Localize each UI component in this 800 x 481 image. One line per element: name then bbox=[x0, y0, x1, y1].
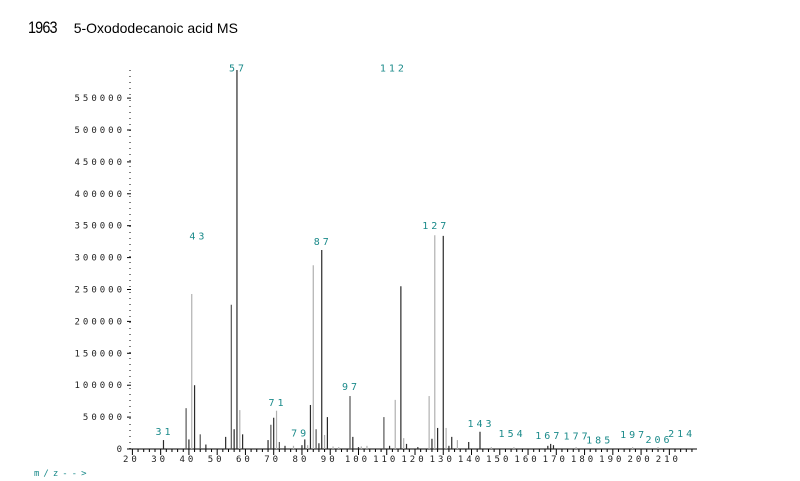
x-tick-label: 50 bbox=[208, 455, 225, 465]
chart-title: 1963 5-Oxododecanoic acid MS bbox=[28, 18, 238, 38]
x-tick-label: 150 bbox=[486, 455, 511, 465]
peak-label: 197 bbox=[620, 430, 647, 441]
x-tick-label: 100 bbox=[345, 455, 370, 465]
peak-label: 154 bbox=[499, 429, 526, 440]
y-tick-label: 400000 bbox=[74, 190, 125, 200]
peak-label: 177 bbox=[564, 432, 591, 443]
peak-label: 127 bbox=[422, 221, 449, 232]
x-tick-label: 120 bbox=[401, 455, 426, 465]
x-axis-label: m/z--> bbox=[34, 469, 91, 479]
x-tick-label: 110 bbox=[373, 455, 398, 465]
y-tick-label: 150000 bbox=[74, 349, 125, 359]
peak-label: 57 bbox=[229, 64, 247, 75]
y-tick-label: 300000 bbox=[74, 254, 125, 264]
x-tick-label: 200 bbox=[627, 455, 652, 465]
peak-label: 71 bbox=[269, 398, 287, 409]
peak-label: 143 bbox=[467, 419, 494, 430]
peak-label: 185 bbox=[586, 436, 613, 447]
peak-label: 97 bbox=[342, 382, 360, 393]
peak-label: 112 bbox=[380, 64, 407, 75]
peak-label: 206 bbox=[646, 435, 673, 446]
y-tick-label: 350000 bbox=[74, 222, 125, 232]
y-tick-label: 0 bbox=[117, 445, 125, 455]
x-tick-label: 180 bbox=[571, 455, 596, 465]
spectrum-title: 5-Oxododecanoic acid MS bbox=[73, 20, 238, 36]
x-tick-label: 20 bbox=[123, 455, 140, 465]
x-tick-label: 190 bbox=[599, 455, 624, 465]
y-tick-label: 100000 bbox=[74, 381, 125, 391]
peak-label: 214 bbox=[668, 429, 695, 440]
peak-label: 43 bbox=[189, 231, 207, 242]
y-tick-label: 50000 bbox=[83, 413, 125, 423]
x-tick-label: 80 bbox=[293, 455, 310, 465]
x-tick-label: 160 bbox=[514, 455, 539, 465]
x-tick-label: 60 bbox=[236, 455, 253, 465]
x-tick-label: 30 bbox=[151, 455, 168, 465]
y-tick-label: 550000 bbox=[74, 94, 125, 104]
x-tick-label: 130 bbox=[430, 455, 455, 465]
peak-label: 31 bbox=[155, 427, 173, 438]
x-tick-label: 140 bbox=[458, 455, 483, 465]
x-tick-label: 210 bbox=[656, 455, 681, 465]
spectrum-id: 1963 bbox=[28, 18, 58, 37]
peak-label: 167 bbox=[535, 431, 562, 442]
x-tick-label: 70 bbox=[264, 455, 281, 465]
x-tick-label: 170 bbox=[543, 455, 568, 465]
y-tick-label: 250000 bbox=[74, 286, 125, 296]
peak-label: 79 bbox=[291, 429, 309, 440]
y-tick-label: 450000 bbox=[74, 158, 125, 168]
y-tick-label: 500000 bbox=[74, 126, 125, 136]
peak-label: 87 bbox=[314, 237, 332, 248]
y-tick-label: 200000 bbox=[74, 317, 125, 327]
x-tick-label: 90 bbox=[321, 455, 338, 465]
x-tick-label: 40 bbox=[179, 455, 196, 465]
